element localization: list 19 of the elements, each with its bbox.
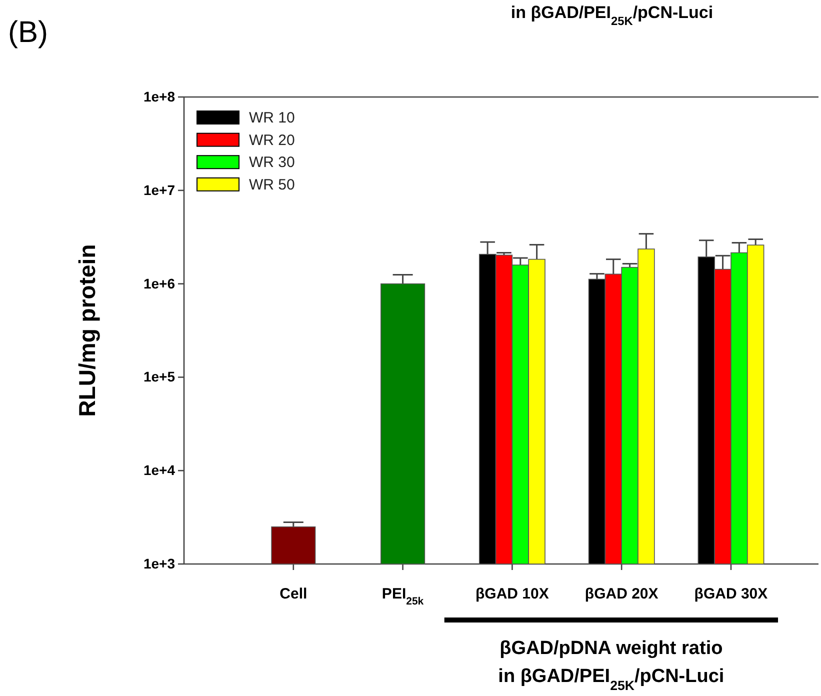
legend-label: WR 50: [249, 176, 295, 194]
y-tick-label: 1e+3: [143, 555, 176, 572]
y-tick-label: 1e+7: [143, 182, 176, 198]
y-tick-label: 1e+6: [143, 275, 176, 292]
x-tick-label: βGAD 20X: [584, 586, 658, 603]
y-tick-label: 1e+4: [143, 462, 176, 478]
legend-label: WR 20: [249, 132, 295, 149]
x-tick-label: βGAD 30X: [694, 586, 768, 603]
y-axis-title: RLU/mg protein: [74, 244, 100, 417]
y-tick-label: 1e+5: [143, 368, 176, 385]
text: in βGAD/PEI$_{25K}$/pCN-Luci: [510, 3, 714, 28]
y-tick-label: 1e+8: [143, 88, 176, 104]
x-tick-label: βGAD 10X: [476, 586, 549, 603]
legend-label: WR 10: [249, 110, 295, 126]
x-tick-label: Cell: [280, 586, 308, 603]
x-tick-label: PEI$_{25k}$: [382, 586, 424, 608]
legend-label: WR 30: [249, 154, 295, 172]
x-axis-title: βGAD/pDNA weight ratio in βGAD/PEI$_{25K}$/pCN-Luci: [498, 638, 724, 692]
text: (B): [8, 16, 48, 49]
